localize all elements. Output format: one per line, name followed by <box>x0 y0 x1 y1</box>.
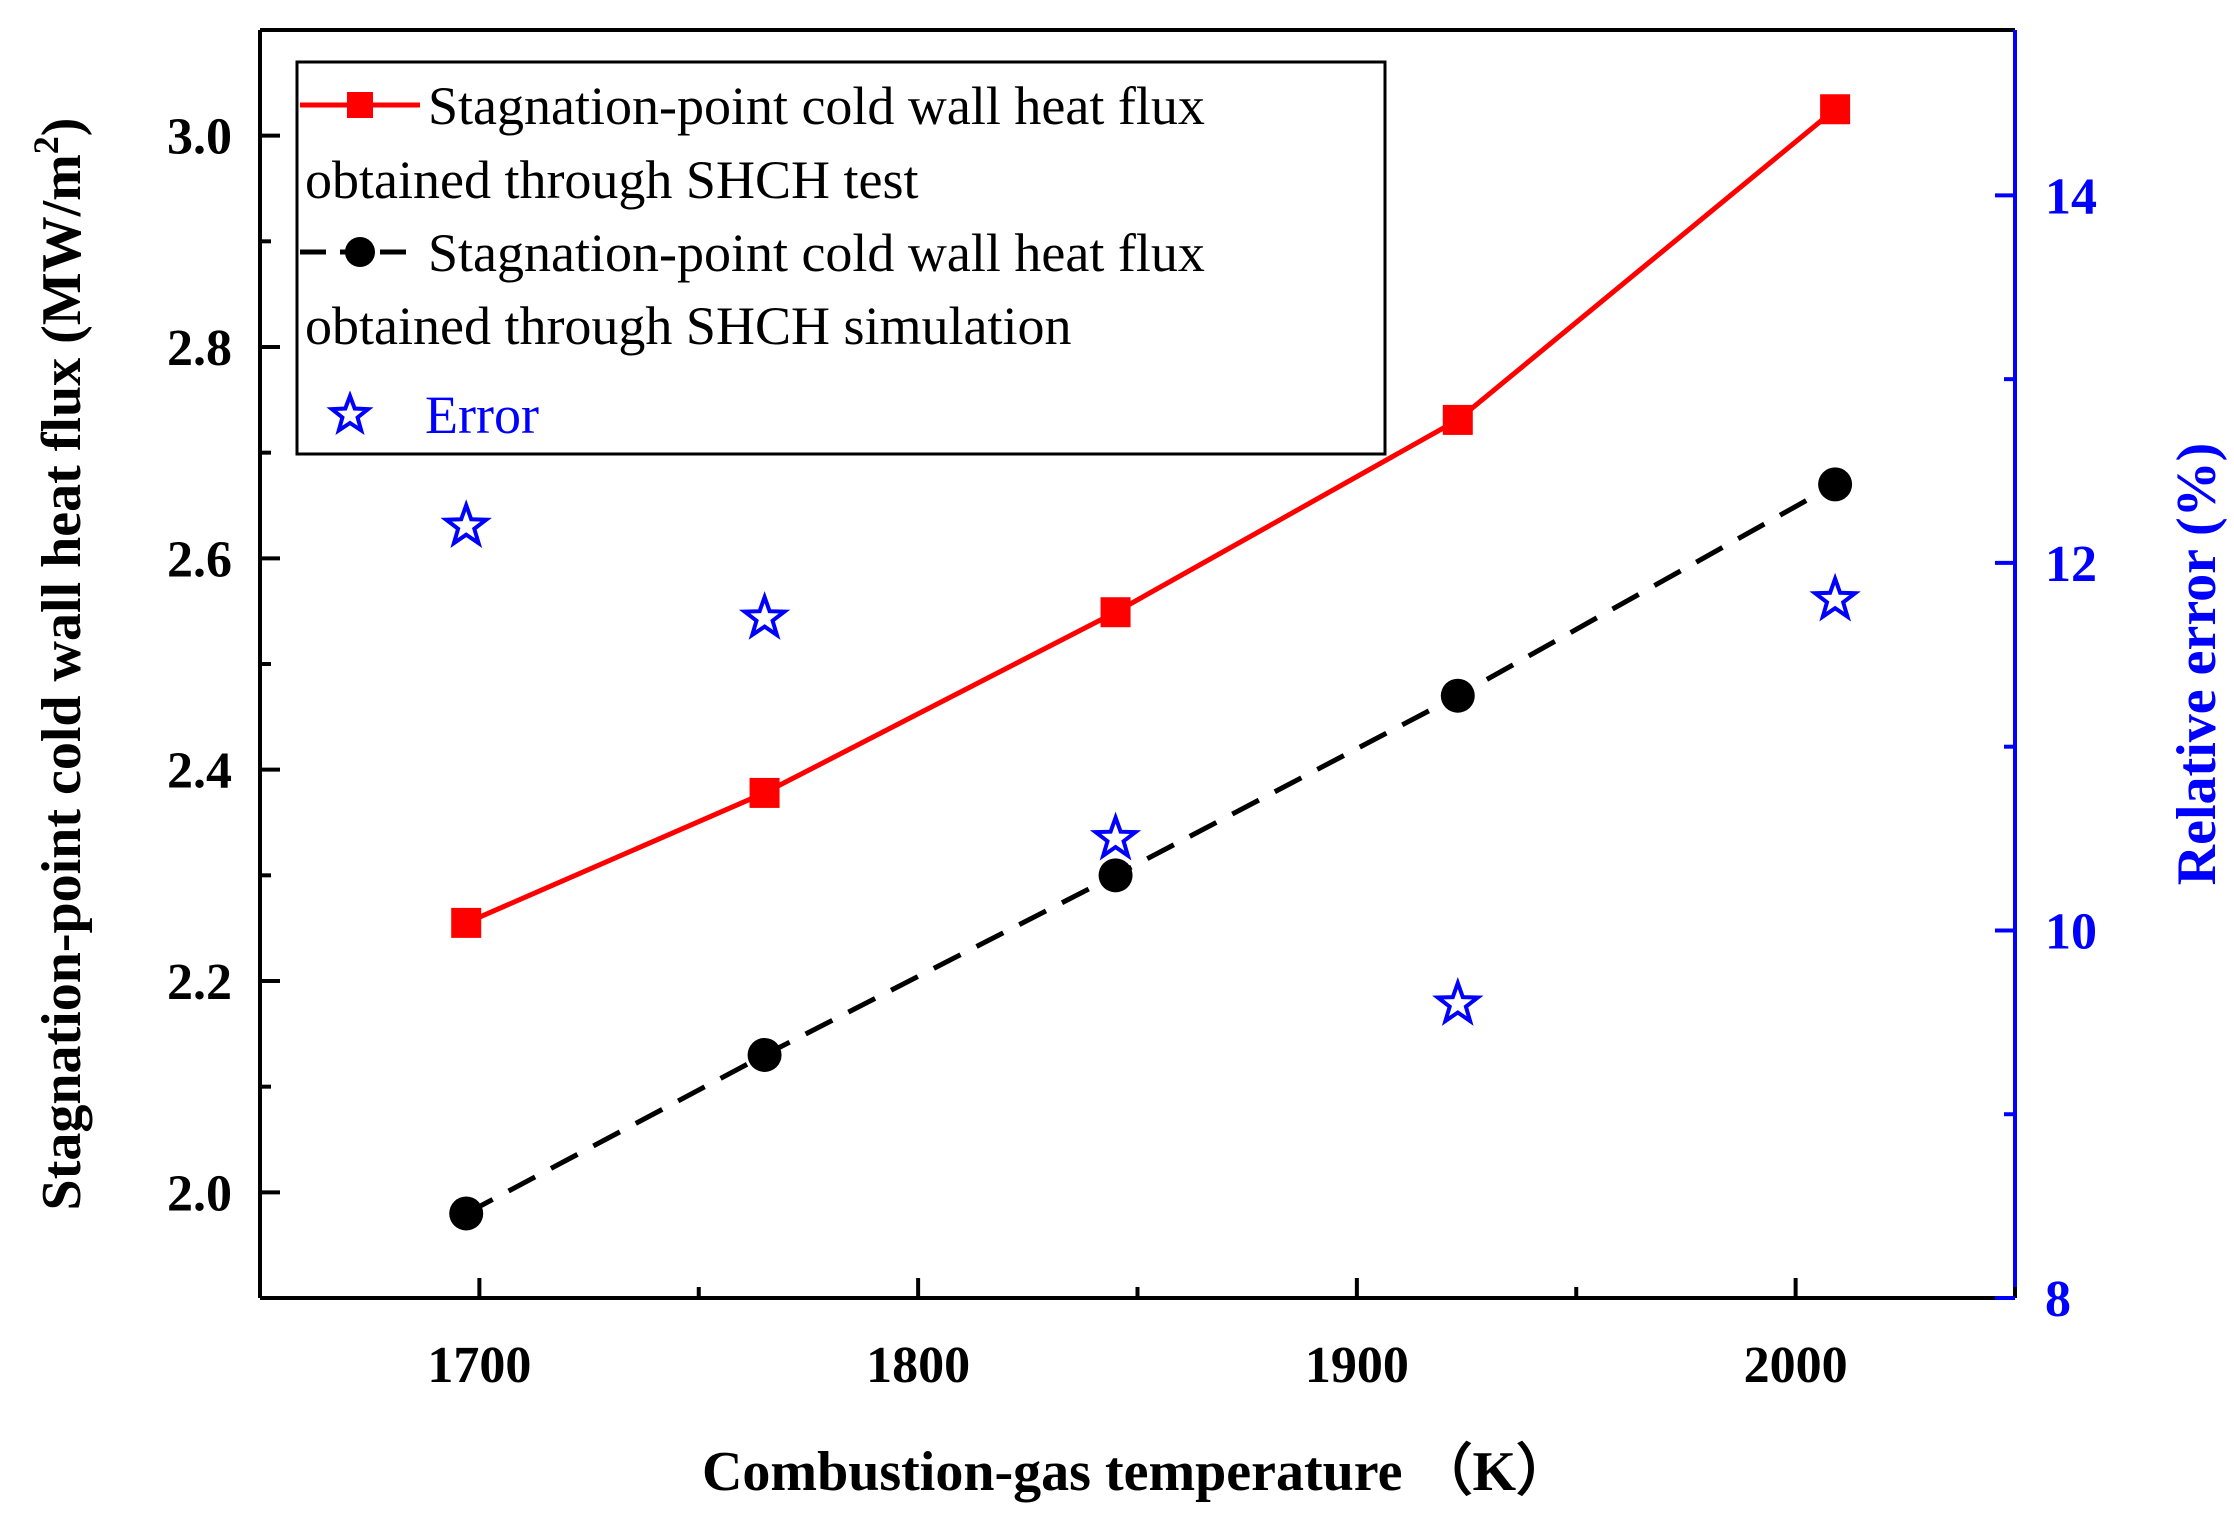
simulation-data-point <box>1440 678 1475 713</box>
test-data-point <box>1442 404 1473 435</box>
x-tick-label: 1800 <box>866 1337 970 1394</box>
x-axis-title: Combustion-gas temperature （K） <box>702 1440 1572 1503</box>
y2-axis-title: Relative error (%) <box>2166 443 2228 886</box>
x-tick-label: 1700 <box>427 1337 531 1394</box>
x-tick-label: 1900 <box>1305 1337 1409 1394</box>
x-ticks: 1700 1800 1900 2000 <box>258 1278 2017 1394</box>
y2-tick-label: 8 <box>2045 1271 2071 1328</box>
error-data-point <box>440 499 492 549</box>
legend: Stagnation-point cold wall heat flux obt… <box>295 60 1387 456</box>
y2-tick-label: 10 <box>2045 903 2097 960</box>
test-data-point <box>451 907 482 938</box>
y-axis-title-close: ) <box>31 118 93 137</box>
test-data-point <box>1820 94 1851 125</box>
y-ticks: 2.0 2.2 2.4 2.6 2.8 3.0 <box>167 109 280 1222</box>
legend-sim-marker <box>345 237 375 267</box>
y-tick-label: 2.2 <box>167 954 232 1011</box>
legend-sim-label-2: obtained through SHCH simulation <box>305 296 1071 356</box>
test-data-point <box>749 777 780 808</box>
legend-test-marker <box>347 92 373 118</box>
y-tick-label: 2.0 <box>167 1165 232 1222</box>
y-tick-label: 2.4 <box>167 743 232 800</box>
y2-ticks: 8 10 12 14 <box>1995 168 2097 1328</box>
y-axis-title-main: Stagnation-point cold wall heat flux (MW… <box>31 154 93 1210</box>
legend-error-marker <box>326 390 374 436</box>
test-data-point <box>1100 597 1131 628</box>
y-tick-label: 3.0 <box>167 109 232 166</box>
simulation-data-point <box>747 1037 782 1072</box>
y-tick-label: 2.6 <box>167 531 232 588</box>
legend-error-label: Error <box>425 385 539 445</box>
legend-sim-label-1: Stagnation-point cold wall heat flux <box>428 223 1205 283</box>
y-tick-label: 2.8 <box>167 320 232 377</box>
y2-tick-label: 14 <box>2045 168 2097 225</box>
error-data-point <box>1809 572 1861 622</box>
error-data-point <box>738 591 791 640</box>
simulation-data-point <box>1818 467 1853 502</box>
error-data-point <box>1089 811 1142 861</box>
simulation-data-point <box>449 1196 484 1231</box>
legend-test-label-2: obtained through SHCH test <box>305 150 918 210</box>
legend-test-label-1: Stagnation-point cold wall heat flux <box>428 76 1205 136</box>
simulation-data-point <box>1098 858 1133 893</box>
y-axis-title-sup: 2 <box>26 136 66 154</box>
y2-tick-label: 12 <box>2045 536 2097 593</box>
series-layer <box>440 94 1861 1231</box>
y-axis-title: Stagnation-point cold wall heat flux (MW… <box>26 118 93 1211</box>
x-tick-label: 2000 <box>1744 1337 1848 1394</box>
error-data-point <box>1432 977 1484 1026</box>
legend-box <box>295 60 1387 456</box>
